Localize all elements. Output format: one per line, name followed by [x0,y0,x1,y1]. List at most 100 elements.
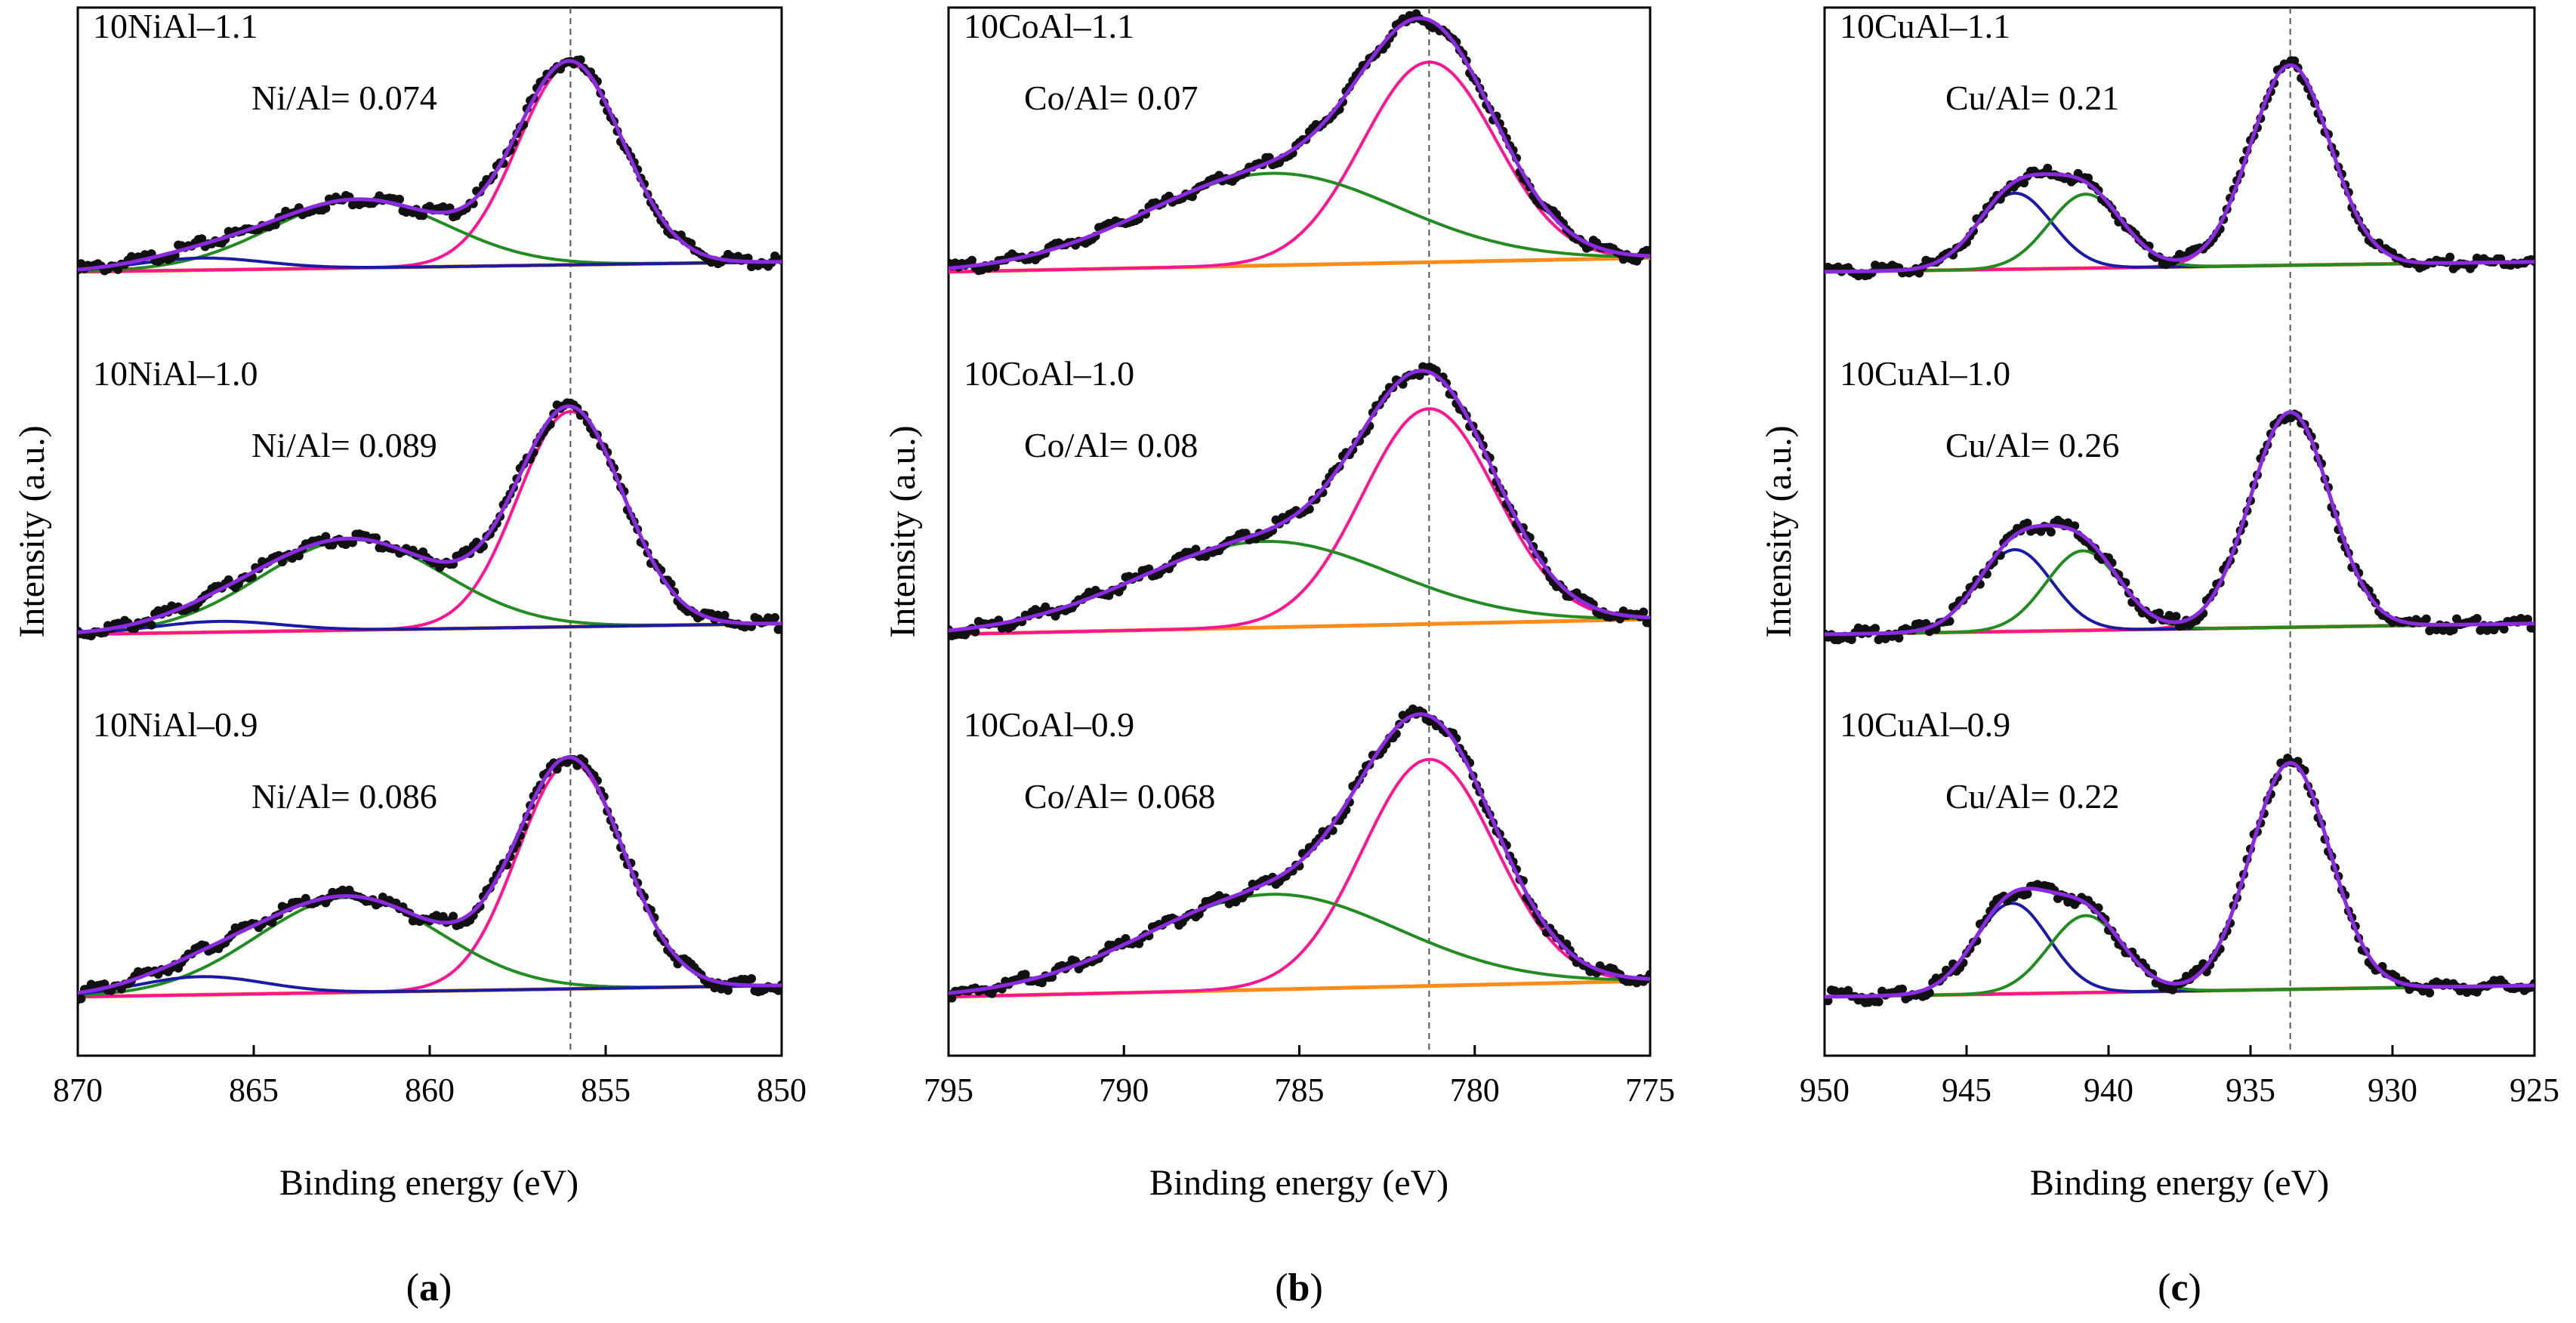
sample-label: 10NiAl–0.9 [93,705,258,744]
ratio-label: Cu/Al= 0.21 [1945,79,2119,117]
component-peak-main [1825,63,2534,273]
x-tick-label: 785 [1275,1072,1325,1109]
data-point [2171,612,2181,621]
envelope-fit [949,16,1650,270]
data-point [1414,371,1424,381]
panels-layer: 870 865 860 855 850 Binding energy (eV) Intens… [12,6,2559,1309]
ratio-label: Ni/Al= 0.074 [251,79,437,117]
component-peak-green [949,171,1650,270]
envelope-fit [1825,63,2534,274]
data-point [147,620,156,630]
sample-label: 10CuAl–1.0 [1840,354,2010,393]
data-point [2421,614,2431,624]
envelope-fit [78,59,782,272]
data-point [967,255,976,265]
sample-label: 10CoAl–1.0 [964,354,1134,393]
ratio-label: Cu/Al= 0.26 [1945,426,2119,464]
data-point [777,624,782,634]
panel-label: (a) [406,1266,452,1309]
data-point [2043,163,2053,173]
sample-label: 10NiAl–1.1 [93,7,258,45]
component-peak-blue [78,975,782,996]
data-point [1646,618,1650,628]
data-point [2523,615,2532,624]
panel-label: (c) [2158,1266,2201,1309]
component-peak-blue [78,256,782,272]
y-axis-label: Intensity (a.u.) [1759,425,1799,637]
data-point [2022,889,2032,899]
data-point [395,194,405,204]
data-point [418,211,428,220]
envelope-fit [78,404,782,634]
data-point [723,985,733,995]
data-point [2155,608,2164,618]
component-peak-main [949,407,1650,636]
sample-label: 10CuAl–1.1 [1840,7,2010,45]
component-peak-blue [78,619,782,635]
y-axis-label: Intensity (a.u.) [12,425,52,637]
raw-data-points [1825,409,2534,645]
data-point [2530,624,2534,634]
data-point [2499,624,2509,634]
data-point [449,911,458,921]
ratio-label: Co/Al= 0.068 [1024,777,1215,816]
x-tick-label: 775 [1625,1072,1675,1109]
x-tick-label: 870 [53,1072,103,1109]
panel-c: 950 945 940 935 930 925 Binding energy (eV) Int… [1759,6,2559,1309]
ratio-label: Ni/Al= 0.089 [251,426,437,464]
x-tick-label: 860 [405,1072,455,1109]
x-axis-label: Binding energy (eV) [1149,1163,1448,1203]
sample-label: 10CoAl–1.1 [964,7,1134,45]
data-point [1639,607,1649,617]
panel-a: 870 865 860 855 850 Binding energy (eV) Intens… [12,6,807,1309]
ratio-label: Cu/Al= 0.22 [1945,777,2119,816]
panel-label: (b) [1275,1266,1323,1309]
raw-data-points [949,362,1650,640]
data-point [720,610,730,620]
component-peak-main [1825,761,2534,998]
data-point [2425,988,2435,998]
curves [78,55,782,1004]
component-peak-main [1825,410,2534,636]
curves [1825,56,2534,1007]
x-tick-label: 850 [757,1072,807,1109]
data-point [1037,978,1047,988]
x-tick-label: 865 [229,1072,279,1109]
envelope-fit [78,755,782,995]
data-point [1187,192,1197,202]
sample-label: 10NiAl–1.0 [93,354,258,393]
ratio-label: Ni/Al= 0.086 [251,777,437,816]
x-tick-label: 780 [1450,1072,1500,1109]
component-peak-green [78,896,782,998]
axes-frame [1823,6,2536,1057]
raw-data-points [1825,754,2534,1007]
ratio-label: Co/Al= 0.08 [1024,426,1198,464]
envelope-fit [1825,760,2534,999]
x-tick-label: 925 [2510,1072,2559,1109]
x-tick-label: 790 [1099,1072,1149,1109]
data-point [1898,984,1907,994]
x-tick-label: 855 [581,1072,631,1109]
data-point [1894,633,1904,643]
data-point [321,203,331,213]
raw-data-points [949,704,1650,1003]
sample-label: 10CuAl–0.9 [1840,705,2010,744]
axes-frame [76,6,783,1057]
x-tick-label: 945 [1942,1072,1991,1109]
data-point [2019,178,2029,188]
data-point [2448,625,2458,634]
curves [949,9,1650,1003]
envelope-fit [1825,410,2534,637]
data-point [1846,635,1856,644]
data-point [78,994,86,1004]
data-point [2046,527,2056,537]
sample-label: 10CoAl–0.9 [964,705,1134,744]
data-point [2022,518,2032,528]
x-tick-label: 940 [2084,1072,2133,1109]
axes-frame [947,6,1652,1057]
y-axis-label: Intensity (a.u.) [883,425,923,637]
data-point [294,551,304,560]
data-point [2472,614,2482,623]
envelope-fit [949,712,1650,995]
